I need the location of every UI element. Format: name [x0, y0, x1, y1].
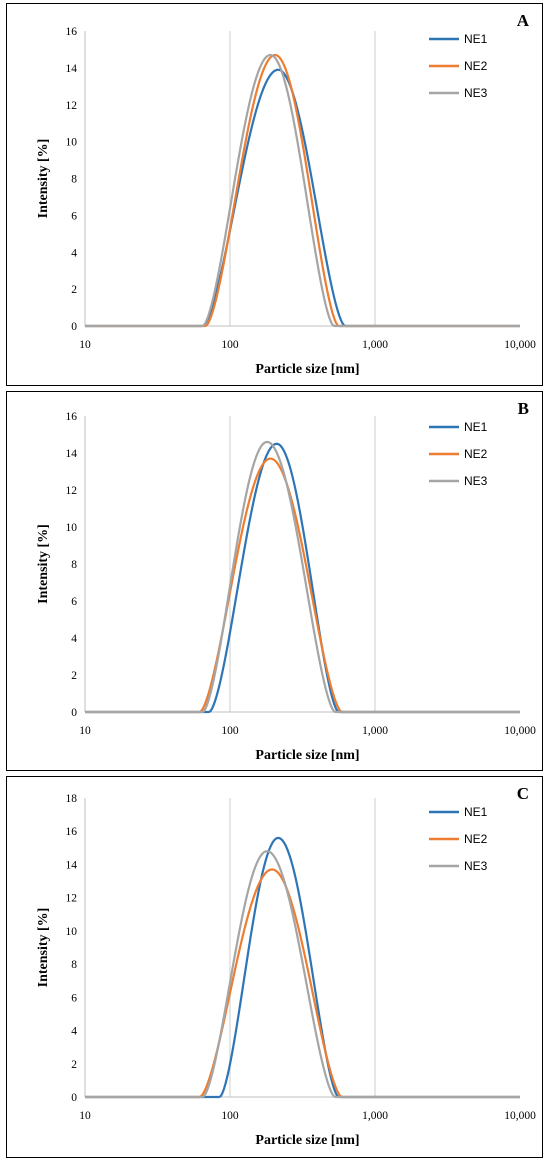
y-tick-label: 6: [71, 210, 77, 222]
legend-label-ne2: NE2: [464, 832, 488, 846]
y-axis-label: Intensity [%]: [36, 908, 51, 988]
y-tick-label: 0: [71, 321, 77, 333]
y-tick-label: 2: [71, 1059, 77, 1071]
series-line-ne2: [85, 457, 520, 714]
x-tick-label: 1,000: [362, 1110, 388, 1122]
legend-label-ne1: NE1: [464, 420, 488, 434]
legend-label-ne3: NE3: [464, 86, 488, 100]
y-tick-label: 18: [66, 793, 78, 805]
legend-label-ne1: NE1: [464, 805, 488, 819]
y-tick-label: 0: [71, 1092, 77, 1104]
x-tick-label: 10,000: [504, 339, 536, 351]
y-tick-label: 14: [66, 448, 78, 460]
x-tick-label: 100: [221, 339, 239, 351]
y-tick-label: 16: [66, 411, 78, 423]
y-tick-label: 10: [66, 926, 78, 938]
chart-panel-a: 0 2 4 6 8 10 12 14 16 10 100 1,000 10,000 Particle si…: [6, 3, 543, 386]
y-tick-label: 8: [71, 959, 77, 971]
chart-svg: 0 2 4 6 8 10 12 14 16 18 10 100 1,000 10,000 Particle …: [36, 784, 536, 1148]
x-tick-label: 1,000: [362, 339, 388, 351]
x-tick-label: 10,000: [504, 725, 536, 737]
series-line-ne3: [85, 850, 520, 1099]
y-tick-label: 2: [71, 284, 77, 296]
y-tick-label: 4: [71, 247, 77, 259]
y-tick-label: 8: [71, 559, 77, 571]
series-line-ne1: [85, 442, 520, 714]
panel-letter: C: [517, 784, 529, 803]
legend-label-ne3: NE3: [464, 474, 488, 488]
y-tick-label: 10: [66, 137, 78, 149]
legend-label-ne2: NE2: [464, 59, 488, 73]
y-tick-label: 12: [66, 100, 78, 112]
y-tick-label: 4: [71, 1026, 77, 1038]
series-line-ne3: [85, 53, 520, 328]
y-tick-label: 16: [66, 26, 78, 38]
y-tick-label: 14: [66, 859, 78, 871]
x-tick-label: 10: [79, 1110, 91, 1122]
y-tick-label: 12: [66, 485, 78, 497]
series-line-ne1: [85, 68, 520, 328]
legend-label-ne2: NE2: [464, 447, 488, 461]
series-line-ne3: [85, 440, 520, 714]
y-tick-label: 4: [71, 633, 77, 645]
x-tick-label: 10,000: [504, 1110, 536, 1122]
y-tick-label: 2: [71, 670, 77, 682]
y-tick-label: 6: [71, 992, 77, 1004]
x-tick-label: 100: [221, 1110, 239, 1122]
panel-letter: B: [518, 399, 529, 418]
y-tick-label: 6: [71, 596, 77, 608]
y-tick-label: 12: [66, 893, 78, 905]
x-tick-label: 1,000: [362, 725, 388, 737]
series-line-ne2: [85, 868, 520, 1099]
chart-panel-c: 0 2 4 6 8 10 12 14 16 18 10 100 1,000 10,000 Particle …: [6, 776, 543, 1158]
y-tick-label: 8: [71, 174, 77, 186]
y-axis-label: Intensity [%]: [36, 139, 51, 219]
series-line-ne2: [85, 53, 520, 328]
x-axis-label: Particle size [nm]: [255, 1133, 359, 1148]
y-tick-label: 0: [71, 707, 77, 719]
x-axis-label: Particle size [nm]: [255, 748, 359, 763]
chart-svg: 0 2 4 6 8 10 12 14 16 10 100 1,000 10,000 Particle si…: [36, 399, 536, 763]
y-tick-label: 10: [66, 522, 78, 534]
y-axis-label: Intensity [%]: [36, 524, 51, 604]
legend-label-ne3: NE3: [464, 859, 488, 873]
chart-svg: 0 2 4 6 8 10 12 14 16 10 100 1,000 10,000 Particle si…: [36, 11, 536, 377]
panel-letter: A: [517, 11, 530, 30]
x-tick-label: 10: [79, 339, 91, 351]
x-tick-label: 10: [79, 725, 91, 737]
chart-panel-b: 0 2 4 6 8 10 12 14 16 10 100 1,000 10,000 Particle si…: [6, 391, 543, 771]
legend-label-ne1: NE1: [464, 32, 488, 46]
y-tick-label: 14: [66, 63, 78, 75]
x-axis-label: Particle size [nm]: [255, 362, 359, 377]
y-tick-label: 16: [66, 826, 78, 838]
x-tick-label: 100: [221, 725, 239, 737]
